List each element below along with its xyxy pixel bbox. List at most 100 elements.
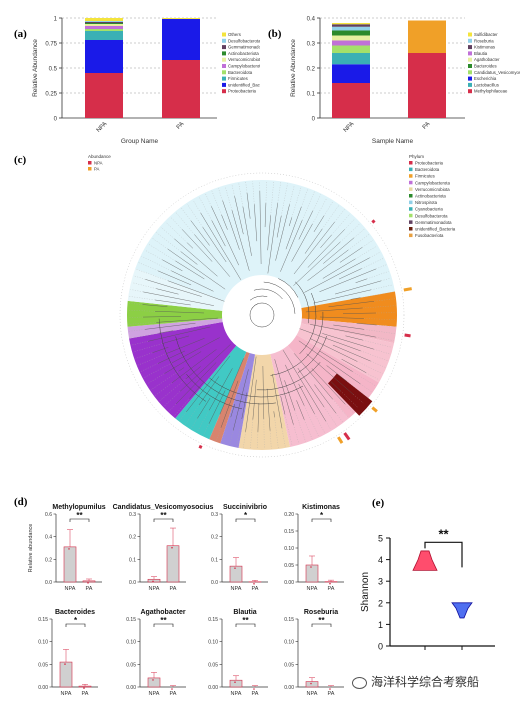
small-chart-sig-bracket xyxy=(69,518,90,522)
chart-a-xtick-label: NPA xyxy=(96,121,109,134)
tree-leaf-connector xyxy=(196,410,210,433)
chart-b-legend-swatch xyxy=(468,51,472,56)
small-chart-bar xyxy=(305,564,319,583)
tree-branch xyxy=(162,259,183,272)
tree-clade-sector xyxy=(270,345,349,448)
violin-sig-bracket xyxy=(424,541,463,568)
small-chart-point xyxy=(329,582,331,585)
tree-branch xyxy=(306,353,354,395)
tree-internal-arc xyxy=(299,292,317,355)
small-chart-bar xyxy=(229,679,243,688)
chart-a-legend-label: unidentified_Bacteria xyxy=(228,82,260,87)
chart-b-xlabel: Sample Name xyxy=(372,138,414,145)
tree-legend-phylum-swatch xyxy=(409,200,413,205)
tree-branch xyxy=(152,347,169,353)
tree-abundance-bar xyxy=(403,287,412,292)
chart-b-ytick-label: 0.3 xyxy=(307,42,316,48)
small-chart-sig-label: * xyxy=(244,511,248,520)
tree-legend-phylum-label: Cyanobacteria xyxy=(415,207,443,212)
tree-leaf-connector xyxy=(314,413,326,434)
chart-a-legend-swatch xyxy=(222,38,226,43)
small-chart-sig-bracket xyxy=(235,623,256,627)
tree-leaf-connector xyxy=(348,234,370,251)
small-chart-xtick-label: NPA xyxy=(61,691,72,697)
small-chart-ytick-label: 0.15 xyxy=(38,617,48,623)
tree-legend-phylum-label: Actinobacteriota xyxy=(415,194,446,199)
tree-branch xyxy=(211,206,239,266)
chart-a-legend-label: Desulfobacterota xyxy=(228,38,260,43)
tree-branch xyxy=(267,215,271,251)
tree-clade-sector xyxy=(209,351,250,444)
chart-b-bar-segment xyxy=(332,53,370,65)
chart-a-xtick-label: PA xyxy=(176,121,186,131)
tree-internal-arc xyxy=(158,318,207,402)
chart-a-bar-segment xyxy=(85,18,123,21)
chart-b-bar-segment xyxy=(332,23,370,25)
violin-ytick-label: 2 xyxy=(378,598,383,608)
tree-leaf-connector xyxy=(133,275,146,280)
chart-a-legend-label: Gemmatimonadota xyxy=(228,45,260,50)
tree-leaf-connector xyxy=(270,181,274,216)
tree-leaf-connector xyxy=(371,284,393,290)
small-chart-ytick-label: 0.00 xyxy=(126,685,136,691)
tree-branch xyxy=(143,316,182,318)
tree-internal-arc xyxy=(295,281,310,324)
chart-a-xlabel: Group Name xyxy=(121,138,159,145)
tree-leaf-connector xyxy=(355,245,377,259)
panel-e-label: (e) xyxy=(372,497,385,509)
chart-b-ytick-label: 0.1 xyxy=(307,92,316,98)
tree-legend-phylum-label: Campylobacterota xyxy=(415,180,450,185)
small-chart-sig-bracket xyxy=(153,623,174,627)
small-chart-ytick-label: 0.2 xyxy=(211,535,218,541)
tree-branch xyxy=(220,380,239,428)
tree-branch xyxy=(171,270,214,292)
small-chart-xtick-label: NPA xyxy=(231,691,242,697)
chart-b-ytick-label: 0 xyxy=(312,117,316,123)
tree-branch xyxy=(298,383,315,414)
chart-b-legend-label: Lactobacillus xyxy=(474,82,499,87)
tree-branch xyxy=(166,338,205,354)
chart-b-legend-swatch xyxy=(468,57,472,62)
chart-b-legend-swatch xyxy=(468,32,472,37)
tree-legend-phylum-label: Fusobacteriota xyxy=(415,233,444,238)
tree-leaf-connector xyxy=(229,430,234,446)
tree-leaf-connector xyxy=(190,418,198,429)
small-chart-ytick-label: 0.15 xyxy=(284,617,294,623)
tree-leaf-connector xyxy=(362,239,374,248)
small-chart-xtick-label: PA xyxy=(170,691,177,697)
tree-legend-abundance-label: NPA xyxy=(94,161,103,166)
tree-leaf-connector xyxy=(301,189,308,207)
tree-branch xyxy=(335,280,382,295)
small-chart-point xyxy=(234,567,236,569)
tree-branch xyxy=(297,367,325,408)
tree-legend-abundance-swatch xyxy=(88,161,92,165)
violin-ytick-label: 1 xyxy=(378,620,383,630)
tree-leaf-connector xyxy=(375,264,387,270)
tree-branch xyxy=(310,338,358,362)
tree-clade-sector xyxy=(135,180,395,309)
small-chart-xtick-label: NPA xyxy=(231,586,242,592)
small-chart-point xyxy=(87,582,89,584)
tree-leaf-connector xyxy=(209,414,220,439)
tree-legend-phylum-label: Nitrospirota xyxy=(415,200,438,205)
small-chart-title: Succinivibrio xyxy=(223,504,267,511)
tree-branch xyxy=(328,301,375,308)
tree-branch xyxy=(198,376,220,406)
tree-legend-phylum-swatch xyxy=(409,167,413,172)
tree-branch xyxy=(145,279,202,297)
tree-leaf-connector xyxy=(129,296,156,301)
tree-internal-arc xyxy=(270,311,324,376)
tree-abundance-bar xyxy=(404,333,411,338)
tree-branch xyxy=(280,220,303,272)
tree-leaf-connector xyxy=(325,421,332,430)
tree-branch xyxy=(298,340,361,384)
tree-leaf-connector xyxy=(131,341,149,346)
tree-branch xyxy=(322,333,374,350)
small-chart-ytick-label: 0.3 xyxy=(211,512,218,518)
small-chart-sig-label: * xyxy=(74,616,78,625)
tree-branch xyxy=(190,220,210,246)
chart-a-legend-label: Verrucomicrobiota xyxy=(228,57,260,62)
tree-branch xyxy=(341,358,367,373)
tree-branch xyxy=(259,191,262,265)
tree-leaf-connector xyxy=(352,371,376,387)
